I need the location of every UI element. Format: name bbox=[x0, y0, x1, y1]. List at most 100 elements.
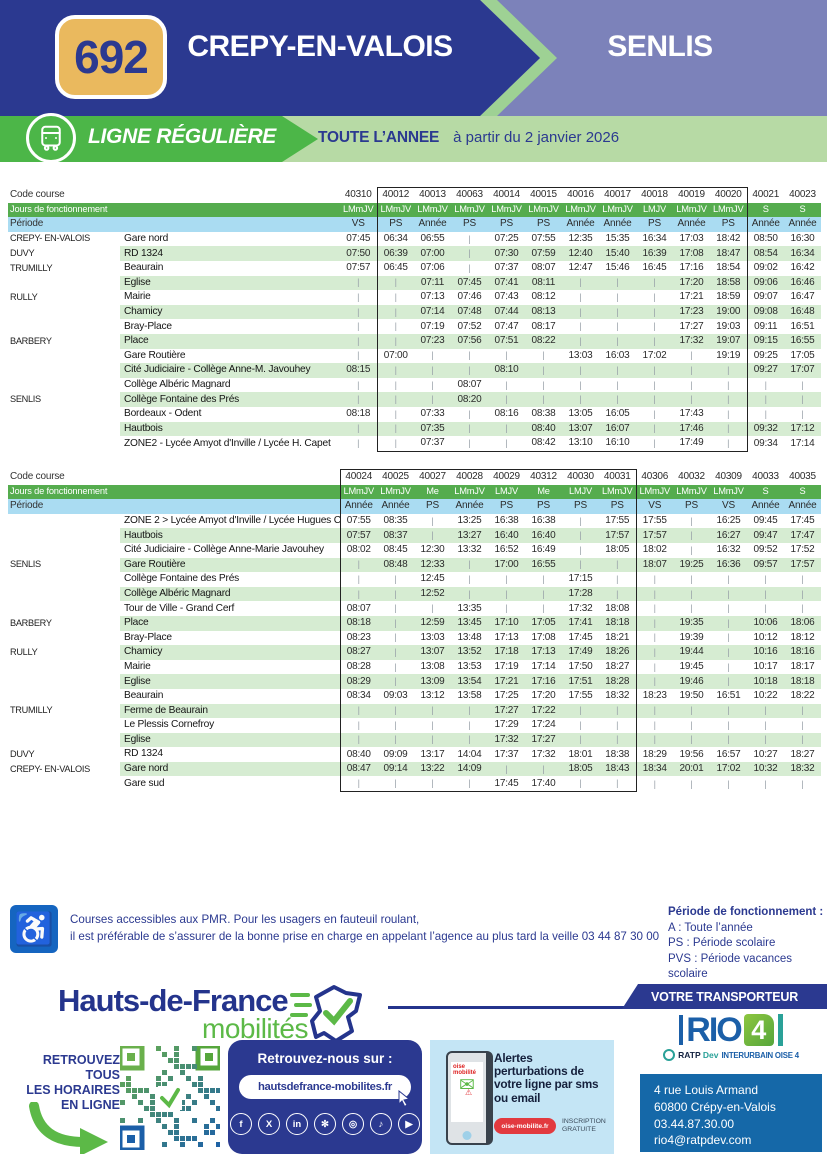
time-cell: 16:40 bbox=[488, 528, 525, 543]
time-cell: 08:29 bbox=[339, 674, 377, 689]
time-cell: 17:14 bbox=[531, 661, 556, 673]
rio4-logo-bar bbox=[679, 1015, 684, 1045]
time-cell: 17:57 bbox=[636, 528, 673, 543]
alert-note-line2: GRATUITE bbox=[562, 1126, 596, 1134]
time-cell: 09:34 bbox=[753, 437, 778, 449]
no-stop-marker: | bbox=[340, 304, 377, 320]
timetable-grid: Code course 40024 40025 40027 40028 40029 4031… bbox=[8, 468, 821, 793]
code-course-value: 40030 bbox=[562, 468, 599, 485]
no-stop-marker: | bbox=[579, 379, 582, 390]
x-twitter-icon[interactable]: X bbox=[258, 1113, 280, 1135]
no-stop-marker: | bbox=[339, 718, 377, 733]
no-stop-marker: | bbox=[801, 573, 804, 584]
periode-row: Période VS PS Année PS PS PS Année Année PS Année P… bbox=[8, 217, 821, 232]
code-course-value: 40016 bbox=[562, 186, 599, 203]
time-cell: 18:08 bbox=[599, 601, 637, 616]
instagram-icon[interactable]: ◎ bbox=[342, 1113, 364, 1135]
no-stop-marker: | bbox=[376, 275, 414, 291]
bus-icon bbox=[26, 113, 76, 163]
no-stop-marker: | bbox=[673, 732, 710, 748]
no-stop-marker: | bbox=[636, 275, 673, 291]
time-cell: 08:16 bbox=[494, 408, 519, 420]
no-stop-marker: | bbox=[376, 392, 414, 407]
periode-value: Année bbox=[747, 499, 784, 514]
no-stop-marker: | bbox=[579, 321, 582, 332]
codes-row: Code course 40024 40025 40027 40028 40029 4031… bbox=[8, 468, 821, 485]
time-cell: 18:32 bbox=[599, 688, 637, 704]
no-stop-marker: | bbox=[636, 363, 673, 378]
stop-row: Hautbois 07:57 08:37 | 13:27 16:40 16:40 | 17:57… bbox=[8, 528, 821, 543]
no-stop-marker: | bbox=[394, 573, 397, 584]
stop-name: Collège Fontaine des Prés bbox=[124, 573, 240, 585]
time-cell: 13:10 bbox=[562, 436, 599, 452]
time-cell: 08:50 bbox=[753, 233, 778, 245]
periode-value: PS bbox=[525, 217, 562, 232]
no-stop-marker: | bbox=[357, 321, 360, 332]
code-course-value: 40015 bbox=[525, 186, 562, 203]
website-link[interactable]: hautsdefrance-mobilites.fr bbox=[239, 1075, 411, 1099]
stop-row: ZONE 2 > Lycée Amyot d'Inville / Lycée H… bbox=[8, 513, 821, 529]
stop-row: Collège Fontaine des Prés | | 12:45 | | | 17:15… bbox=[8, 572, 821, 587]
no-stop-marker: | bbox=[431, 379, 434, 390]
code-course-value: 40306 bbox=[641, 471, 669, 483]
interurbain-label: INTERURBAIN OISE 4 bbox=[721, 1050, 799, 1060]
time-cell: 06:39 bbox=[376, 246, 414, 261]
youtube-icon[interactable]: ▶ bbox=[398, 1113, 420, 1135]
time-cell: 09:25 bbox=[753, 349, 778, 361]
stop-row: Mairie 08:28 | 13:08 13:53 17:19 17:14 17:50 18:… bbox=[8, 659, 821, 675]
no-stop-marker: | bbox=[376, 333, 414, 349]
stop-row: Eglise | | | | 17:32 17:27 | | | | | | | bbox=[8, 732, 821, 748]
time-cell: 07:00 bbox=[376, 348, 414, 364]
jours-value: LMmJV bbox=[636, 484, 673, 500]
time-cell: 17:05 bbox=[525, 615, 562, 631]
no-stop-marker: | bbox=[488, 421, 525, 437]
no-stop-marker: | bbox=[376, 436, 414, 452]
no-stop-marker: | bbox=[431, 719, 434, 730]
time-cell: 08:18 bbox=[339, 615, 377, 631]
time-cell: 16:52 bbox=[494, 544, 519, 556]
periode-legend: Période de fonctionnement : A : Toute l’… bbox=[668, 905, 827, 983]
time-cell: 07:06 bbox=[420, 262, 445, 274]
commune-label bbox=[8, 776, 120, 792]
no-stop-marker: | bbox=[653, 573, 656, 584]
time-cell: 12:45 bbox=[420, 573, 445, 585]
commune-label: TRUMILLY bbox=[8, 703, 120, 719]
stop-row: Gare sud | | | | 17:45 17:40 | | | | | | | bbox=[8, 776, 821, 793]
time-cell: 15:46 bbox=[605, 262, 630, 274]
qr-code[interactable] bbox=[117, 1043, 223, 1153]
time-cell: 17:46 bbox=[673, 421, 710, 437]
stop-name: Gare nord bbox=[120, 761, 340, 777]
timetable-return: Code course 40024 40025 40027 40028 40029 4031… bbox=[8, 468, 821, 793]
time-cell: 15:40 bbox=[599, 246, 636, 261]
no-stop-marker: | bbox=[525, 363, 562, 378]
facebook-icon[interactable]: f bbox=[230, 1113, 252, 1135]
no-stop-marker: | bbox=[451, 776, 488, 793]
snapchat-icon[interactable]: ✻ bbox=[314, 1113, 336, 1135]
codes-row: Code course 40310 40012 40013 40063 40014 4001… bbox=[8, 186, 821, 203]
commune-label bbox=[8, 718, 120, 733]
no-stop-marker: | bbox=[636, 304, 673, 320]
time-cell: 09:57 bbox=[747, 557, 784, 573]
no-stop-marker: | bbox=[377, 586, 414, 602]
no-stop-marker: | bbox=[636, 421, 673, 437]
commune-label bbox=[8, 542, 120, 558]
time-cell: 06:55 bbox=[420, 233, 445, 245]
stop-name: Hautbois bbox=[120, 528, 340, 543]
jours-row: Jours de fonctionnement LMmJV LMmJV LMmJV LM… bbox=[8, 202, 821, 218]
commune-label bbox=[8, 528, 120, 543]
linkedin-icon[interactable]: in bbox=[286, 1113, 308, 1135]
time-cell: 08:10 bbox=[488, 363, 525, 378]
stop-name: Cité Judiciaire - Collège Anne-M. Javouh… bbox=[120, 363, 340, 378]
commune-label bbox=[8, 586, 120, 602]
oise-mobilite-link[interactable]: oise-mobilite.fr bbox=[494, 1118, 556, 1134]
tiktok-icon[interactable]: ♪ bbox=[370, 1113, 392, 1135]
no-stop-marker: | bbox=[764, 603, 767, 614]
no-stop-marker: | bbox=[562, 392, 599, 407]
stop-name: Gare Routière bbox=[124, 349, 186, 361]
time-cell: 19:00 bbox=[710, 304, 748, 320]
no-stop-marker: | bbox=[579, 515, 582, 526]
time-cell: 17:02 bbox=[710, 761, 747, 777]
no-stop-marker: | bbox=[451, 732, 488, 748]
time-cell: 18:42 bbox=[710, 231, 748, 247]
time-cell: 17:55 bbox=[568, 690, 593, 702]
